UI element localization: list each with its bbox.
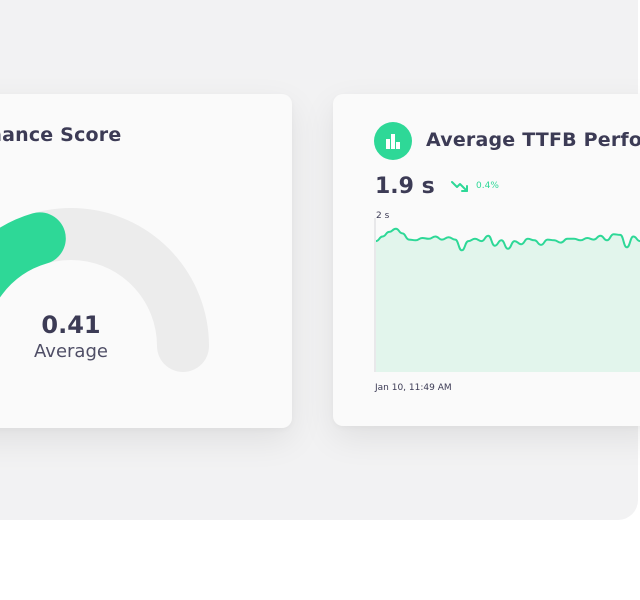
title-hidden-prefix: Performanc <box>0 124 41 146</box>
gauge-value: 0.41 <box>41 311 101 339</box>
title-visible-part: e Score <box>40 124 122 146</box>
x-tick-label: Jan 10, 11:49 AM <box>375 383 452 393</box>
bar-chart-icon <box>374 122 412 160</box>
trend-percent: 0.4% <box>476 181 499 191</box>
y-tick-label: 2 s <box>376 211 390 221</box>
series-area <box>376 228 640 372</box>
gauge-label: Average <box>34 341 108 362</box>
trend-down-icon <box>451 181 468 192</box>
performance-score-title: Performance Score <box>0 124 121 146</box>
series-line <box>375 227 640 252</box>
ttfb-title: Average TTFB Performa <box>426 129 640 151</box>
ttfb-metric-value: 1.9 s <box>375 174 435 199</box>
